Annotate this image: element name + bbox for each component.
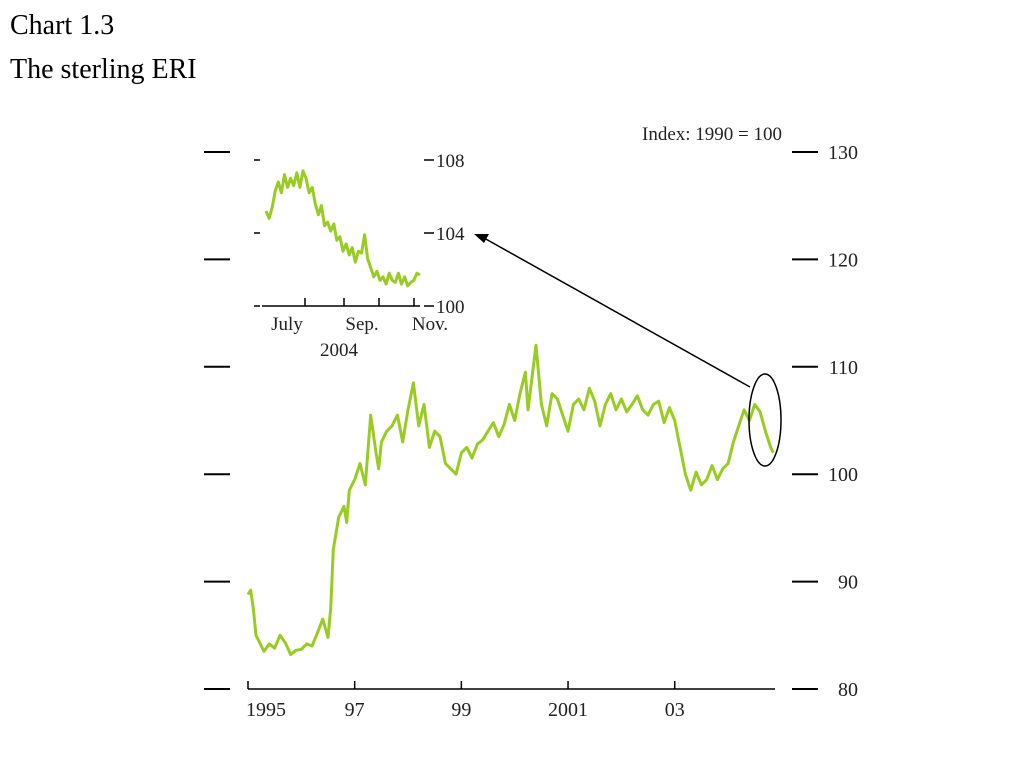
y-tick-label-110: 110 xyxy=(829,357,858,379)
y-tick-label-120: 120 xyxy=(828,249,858,271)
chart-title: The sterling ERI xyxy=(10,54,197,85)
y-tick-label-90: 90 xyxy=(838,572,858,594)
x-tick-label-1997: 97 xyxy=(345,699,365,721)
highlight-ellipse xyxy=(748,373,782,467)
y-tick-label-100: 100 xyxy=(828,464,858,486)
x-tick-label-2001: 2001 xyxy=(548,699,588,721)
main-axes: 80 90 100 110 120 130 1995 97 99 2001 03 xyxy=(204,142,858,721)
index-note: Index: 1990 = 100 xyxy=(642,124,782,145)
inset-x-tick-label-0: July xyxy=(271,314,303,335)
inset-axes: 100 104 108 July Sep. Nov. xyxy=(254,151,465,335)
zoom-arrow-line xyxy=(483,237,751,388)
x-tick-label-2003: 03 xyxy=(665,699,685,721)
inset-y-tick-label-108: 108 xyxy=(436,151,465,172)
eri-series-line xyxy=(246,343,775,657)
inset-series-line xyxy=(264,169,421,288)
zoom-arrow-head xyxy=(474,234,489,243)
x-tick-label-1995: 1995 xyxy=(246,699,286,721)
x-tick-label-1999: 99 xyxy=(451,699,471,721)
chart-number: Chart 1.3 xyxy=(10,10,115,41)
inset-x-tick-label-1: Sep. xyxy=(345,314,378,335)
inset-x-tick-label-2: Nov. xyxy=(412,314,448,335)
y-tick-label-130: 130 xyxy=(828,142,858,164)
inset-y-tick-label-104: 104 xyxy=(436,224,465,245)
y-tick-label-80: 80 xyxy=(838,679,858,701)
inset-year-label: 2004 xyxy=(320,340,359,361)
inset-y-tick-label-100: 100 xyxy=(436,297,465,318)
